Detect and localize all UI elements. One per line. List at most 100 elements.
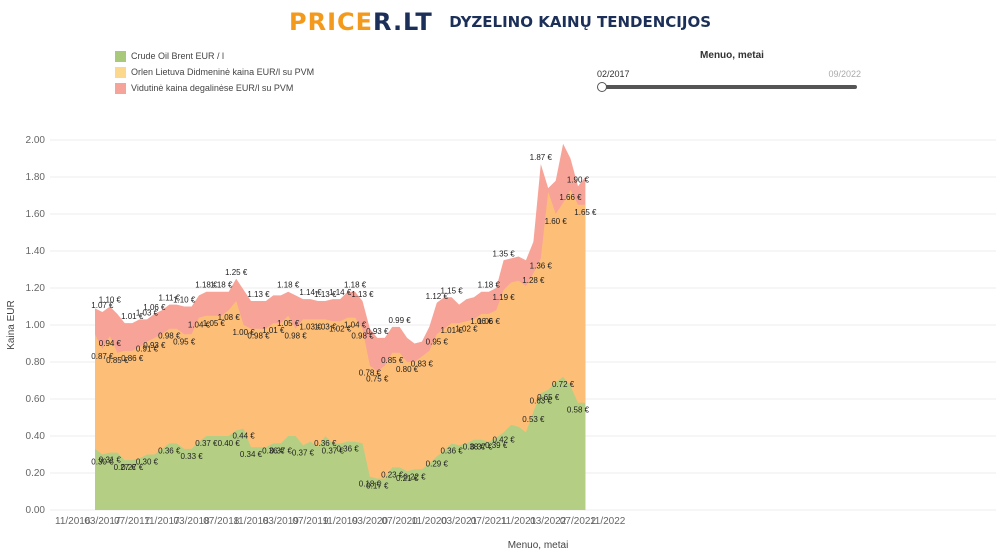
data-label: 0.42 € bbox=[492, 435, 515, 444]
data-label: 0.93 € bbox=[143, 341, 166, 350]
data-label: 0.98 € bbox=[351, 332, 374, 341]
filter-title: Menuo, metai bbox=[700, 50, 764, 61]
data-label: 0.39 € bbox=[485, 441, 508, 450]
data-label: 1.18 € bbox=[478, 281, 501, 290]
pricer-logo[interactable]: PRICER.LT bbox=[289, 8, 433, 36]
y-tick-label: 2.00 bbox=[26, 135, 46, 146]
x-tick-label: 03/2018 bbox=[174, 516, 211, 527]
data-label: 1.25 € bbox=[225, 268, 248, 277]
data-label: 1.05 € bbox=[203, 319, 226, 328]
data-label: 1.02 € bbox=[455, 324, 478, 333]
data-label: 1.12 € bbox=[426, 292, 449, 301]
legend-swatch-brent bbox=[115, 50, 126, 62]
data-label: 0.98 € bbox=[158, 332, 181, 341]
x-tick-label: 03/2021 bbox=[441, 516, 478, 527]
y-tick-label: 1.60 bbox=[26, 209, 46, 220]
date-range-filter: Menuo, metai 02/2017 09/2022 bbox=[597, 50, 867, 92]
data-label: 1.14 € bbox=[329, 288, 352, 297]
data-label: 0.37 € bbox=[470, 443, 493, 452]
x-tick-label: 11/2018 bbox=[233, 516, 269, 527]
data-label: 1.60 € bbox=[545, 217, 568, 226]
data-label: 0.63 € bbox=[530, 396, 553, 405]
data-label: 1.13 € bbox=[314, 290, 337, 299]
filter-from-value: 02/2017 bbox=[597, 69, 630, 79]
legend-label-orlen: Orlen Lietuva Didmeninė kaina EUR/l su P… bbox=[131, 67, 315, 77]
date-range-slider[interactable] bbox=[597, 82, 857, 92]
y-tick-label: 0.40 bbox=[26, 431, 46, 442]
legend-swatch-retail bbox=[115, 82, 126, 94]
data-label: 1.18 € bbox=[344, 281, 367, 290]
data-label: 0.29 € bbox=[426, 459, 449, 468]
y-tick-label: 1.00 bbox=[26, 320, 46, 331]
data-label: 1.01 € bbox=[440, 326, 463, 335]
legend-item-orlen[interactable]: Orlen Lietuva Didmeninė kaina EUR/l su P… bbox=[115, 64, 314, 80]
data-label: 1.18 € bbox=[277, 281, 300, 290]
data-label: 1.01 € bbox=[262, 326, 285, 335]
x-tick-label: 03/2020 bbox=[352, 516, 389, 527]
data-label: 1.35 € bbox=[492, 249, 515, 258]
x-tick-label: 07/2017 bbox=[114, 516, 151, 527]
data-label: 0.27 € bbox=[121, 463, 144, 472]
data-label: 1.03 € bbox=[299, 322, 322, 331]
data-label: 1.14 € bbox=[299, 288, 322, 297]
x-tick-label: 03/2022 bbox=[530, 516, 567, 527]
y-tick-label: 0.20 bbox=[26, 468, 46, 479]
data-label: 0.18 € bbox=[359, 480, 382, 489]
data-label: 0.21 € bbox=[396, 474, 419, 483]
data-label: 0.95 € bbox=[173, 337, 196, 346]
data-label: 1.13 € bbox=[351, 290, 374, 299]
data-label: 1.87 € bbox=[530, 153, 553, 162]
data-label: 1.00 € bbox=[232, 328, 255, 337]
y-tick-label: 1.20 bbox=[26, 283, 46, 294]
data-label: 0.75 € bbox=[366, 374, 389, 383]
data-label: 0.91 € bbox=[136, 345, 159, 354]
data-label: 1.11 € bbox=[158, 294, 180, 303]
x-tick-label: 07/2022 bbox=[560, 516, 597, 527]
slider-handle[interactable] bbox=[597, 82, 607, 92]
data-label: 0.44 € bbox=[232, 432, 255, 441]
data-label: 1.15 € bbox=[440, 286, 463, 295]
data-label: 0.53 € bbox=[522, 415, 545, 424]
x-tick-label: 11/2021 bbox=[501, 516, 537, 527]
data-label: 1.06 € bbox=[470, 317, 493, 326]
data-label: 0.78 € bbox=[359, 369, 382, 378]
x-tick-label: 03/2019 bbox=[263, 516, 300, 527]
x-tick-label: 11/2016 bbox=[55, 516, 91, 527]
data-label: 0.93 € bbox=[366, 327, 389, 336]
data-label: 0.36 € bbox=[314, 439, 337, 448]
data-label: 0.58 € bbox=[567, 406, 590, 415]
data-label: 1.90 € bbox=[567, 175, 590, 184]
data-label: 1.18 € bbox=[195, 281, 218, 290]
data-label: 1.04 € bbox=[188, 321, 211, 330]
x-tick-label: 07/2021 bbox=[471, 516, 508, 527]
x-tick-label: 07/2020 bbox=[382, 516, 419, 527]
y-tick-label: 0.00 bbox=[26, 505, 46, 516]
x-tick-label: 11/2020 bbox=[412, 516, 448, 527]
data-label: 0.37 € bbox=[195, 439, 218, 448]
y-tick-label: 0.80 bbox=[26, 357, 46, 368]
data-label: 0.17 € bbox=[366, 482, 389, 491]
y-tick-label: 1.80 bbox=[26, 172, 46, 183]
data-label: 0.33 € bbox=[180, 452, 203, 461]
y-axis-title: Kaina EUR bbox=[6, 300, 17, 349]
legend-item-retail[interactable]: Vidutinė kaina degalinėse EUR/l su PVM bbox=[115, 80, 314, 96]
data-label: 0.65 € bbox=[537, 393, 560, 402]
y-tick-label: 0.60 bbox=[26, 394, 46, 405]
data-label: 0.36 € bbox=[262, 446, 285, 455]
data-label: 0.85 € bbox=[106, 356, 129, 365]
data-label: 0.23 € bbox=[381, 470, 404, 479]
data-label: 0.37 € bbox=[322, 446, 345, 455]
data-label: 0.72 € bbox=[552, 380, 575, 389]
legend-item-brent[interactable]: Crude Oil Brent EUR / l bbox=[115, 48, 314, 64]
x-tick-label: 11/2019 bbox=[322, 516, 358, 527]
data-label: 0.94 € bbox=[99, 339, 122, 348]
data-label: 1.13 € bbox=[247, 290, 270, 299]
data-label: 1.08 € bbox=[218, 313, 241, 322]
data-label: 1.19 € bbox=[492, 293, 515, 302]
x-tick-label: 11/2022 bbox=[590, 516, 626, 527]
legend: Crude Oil Brent EUR / l Orlen Lietuva Di… bbox=[115, 48, 314, 96]
legend-label-brent: Crude Oil Brent EUR / l bbox=[131, 51, 225, 61]
data-label: 0.30 € bbox=[91, 458, 114, 467]
data-label: 1.10 € bbox=[173, 296, 196, 305]
